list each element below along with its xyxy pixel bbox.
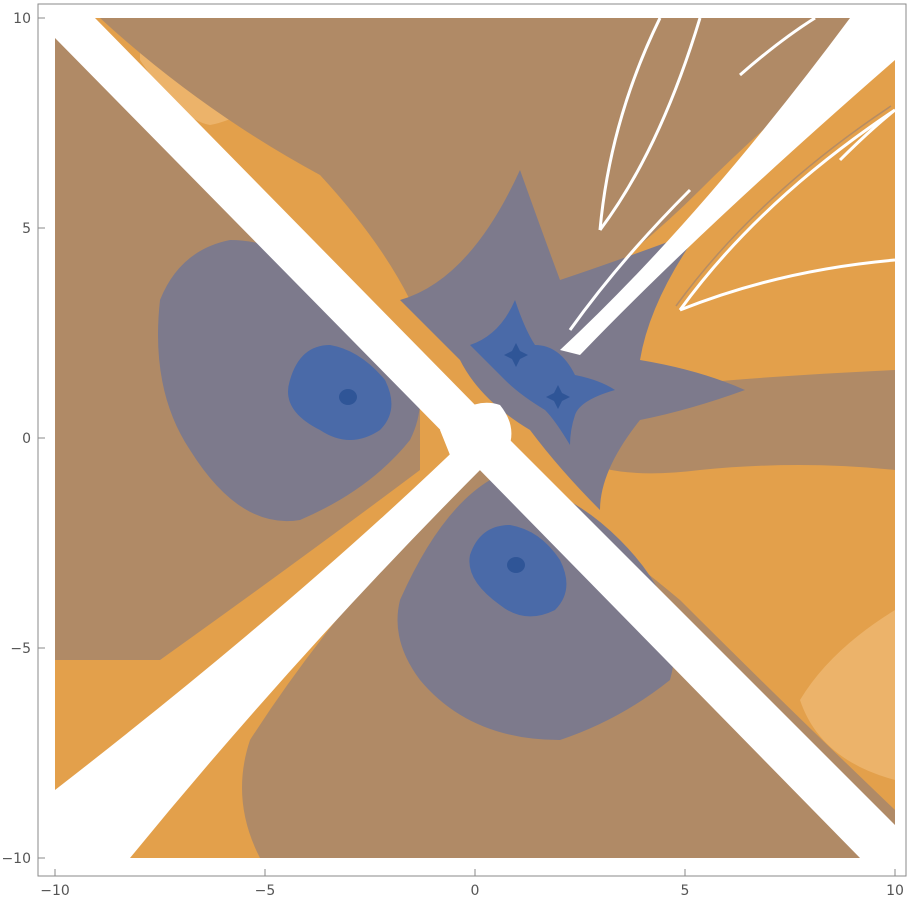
white-band-center [440, 402, 512, 463]
branch-curve [568, 188, 692, 331]
y-tick-label: 10 [13, 11, 31, 27]
branch-curve [679, 258, 895, 312]
white-band-diagonal-lower [55, 435, 490, 858]
minimum-marker [546, 385, 570, 409]
x-tick-label: −5 [255, 883, 276, 899]
contour-region-light-orange-right [800, 610, 895, 780]
contour-region-blue-star [470, 300, 615, 445]
branch-curve [598, 18, 702, 231]
minimum-marker [339, 389, 357, 405]
y-tick-label: 5 [22, 221, 31, 237]
contour-region-blue-left [288, 345, 392, 440]
branch-curve-shadow [594, 18, 656, 229]
x-tick-label: −10 [40, 883, 70, 899]
branch-curve-shadow [675, 105, 892, 307]
branch-curve [838, 108, 895, 162]
branch-curves [568, 18, 895, 331]
branch-curve-shadows [594, 18, 892, 307]
branch-curve [678, 108, 895, 311]
plot-frame [37, 3, 907, 877]
y-tick-label: −5 [10, 641, 31, 657]
branch-curve [598, 18, 662, 231]
plot-area [55, 18, 895, 858]
white-band-upper-right [560, 18, 895, 355]
y-tick-label: 0 [22, 431, 31, 447]
y-axis: 10 5 0 −5 −10 [1, 11, 45, 867]
branch-curve [739, 18, 816, 77]
x-tick-label: 10 [886, 883, 904, 899]
minimum-marker [504, 343, 528, 367]
contour-region-brown-upper [100, 18, 895, 330]
x-axis: −10 −5 0 5 10 [40, 869, 904, 899]
x-tick-label: 5 [681, 883, 690, 899]
minimum-marker [507, 557, 525, 573]
x-tick-label: 0 [471, 883, 480, 899]
y-tick-label: −10 [1, 851, 31, 867]
